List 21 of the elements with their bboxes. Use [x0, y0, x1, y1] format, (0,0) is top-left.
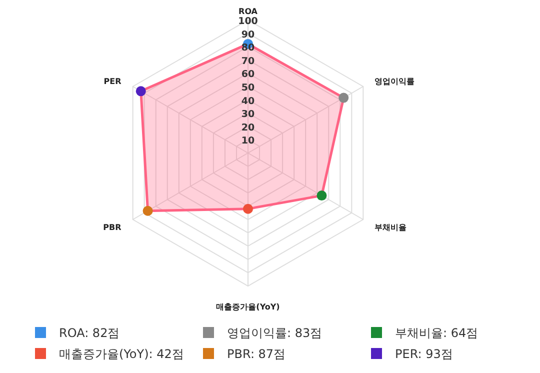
y-tick-label: 90	[241, 29, 255, 40]
text: ROA: 82점	[59, 326, 120, 340]
y-tick-label: 30	[241, 109, 255, 120]
y-tick-label: 20	[241, 122, 255, 134]
spoke-label: PBR	[103, 223, 122, 232]
text: 부채비율: 64점	[395, 326, 478, 340]
text: 매출증가율(YoY): 42점	[59, 347, 184, 361]
text: 영업이익률: 83점	[227, 326, 322, 340]
y-tick-label: 50	[241, 82, 255, 94]
text: PBR: 87점	[227, 347, 286, 361]
spoke-label: PER	[104, 76, 122, 86]
spoke-label: 영업이익률	[374, 76, 415, 86]
spoke-label: 부채비율	[374, 223, 407, 232]
y-tick-label: 40	[241, 96, 255, 107]
y-tick-label: 70	[241, 56, 255, 67]
y-tick-label: 60	[241, 69, 255, 80]
y-tick-label: 10	[241, 136, 255, 147]
text: PER: 93점	[395, 347, 453, 361]
spoke-label: ROA	[238, 7, 258, 16]
spoke-label: 매출증가율(YoY)	[216, 302, 280, 312]
y-tick-label: 100	[238, 16, 258, 27]
